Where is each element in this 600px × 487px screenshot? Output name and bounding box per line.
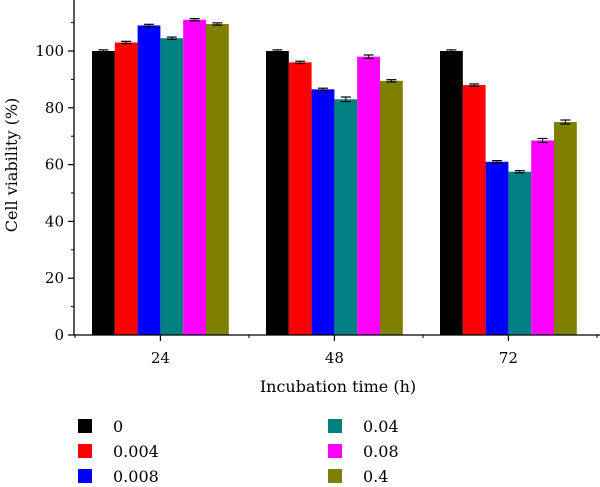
bar-0.08-48 bbox=[357, 56, 380, 336]
bar-0.04-72 bbox=[508, 171, 532, 335]
legend-label-0.4: 0.4 bbox=[363, 467, 388, 486]
legend-label-0.004: 0.004 bbox=[113, 442, 159, 461]
bar-0.4-24 bbox=[206, 24, 229, 336]
bar-0-48 bbox=[266, 51, 289, 335]
legend-swatch-0.008 bbox=[78, 469, 92, 483]
legend-label-0.04: 0.04 bbox=[363, 417, 399, 436]
bar-0.008-48 bbox=[311, 89, 335, 335]
legend-swatch-0.004 bbox=[78, 444, 92, 458]
x-tick-label-72: 72 bbox=[499, 349, 518, 367]
bar-0.4-72 bbox=[554, 122, 577, 335]
bar-0.008-72 bbox=[485, 161, 509, 335]
y-tick-label-100: 100 bbox=[35, 42, 64, 60]
legend-swatch-0.4 bbox=[328, 469, 342, 483]
axes-group: 0 20 40 60 80 100 24 48 72 bbox=[35, 0, 600, 367]
bar-0.08-72 bbox=[531, 140, 554, 335]
y-tick-label-0: 0 bbox=[54, 326, 64, 344]
error-bars-group bbox=[98, 18, 571, 174]
legend-label-0.08: 0.08 bbox=[363, 442, 399, 461]
bar-0.004-24 bbox=[114, 42, 138, 335]
legend-swatch-0 bbox=[78, 419, 92, 433]
bars-group bbox=[92, 19, 577, 336]
bar-0-72 bbox=[440, 51, 463, 335]
legend-swatch-0.04 bbox=[328, 419, 342, 433]
y-axis-title: Cell viability (%) bbox=[2, 98, 21, 233]
bar-0.008-24 bbox=[137, 25, 161, 335]
legend-label-0: 0 bbox=[113, 417, 123, 436]
x-axis-title: Incubation time (h) bbox=[260, 377, 416, 396]
bar-0-24 bbox=[92, 51, 115, 335]
bar-0.04-48 bbox=[334, 99, 358, 335]
bar-0.08-24 bbox=[183, 19, 206, 335]
legend-swatch-0.08 bbox=[328, 444, 342, 458]
bar-0.4-48 bbox=[380, 80, 403, 335]
y-tick-label-60: 60 bbox=[45, 156, 64, 174]
legend: 0 0.004 0.008 0.04 0.08 0.4 bbox=[78, 417, 399, 486]
y-tick-label-20: 20 bbox=[45, 269, 64, 287]
x-tick-label-24: 24 bbox=[151, 349, 170, 367]
legend-label-0.008: 0.008 bbox=[113, 467, 159, 486]
y-tick-label-80: 80 bbox=[45, 99, 64, 117]
bar-0.004-72 bbox=[462, 85, 486, 335]
bar-0.004-48 bbox=[288, 62, 312, 336]
y-tick-label-40: 40 bbox=[45, 212, 64, 230]
x-tick-label-48: 48 bbox=[325, 349, 344, 367]
bar-0.04-24 bbox=[160, 38, 184, 335]
